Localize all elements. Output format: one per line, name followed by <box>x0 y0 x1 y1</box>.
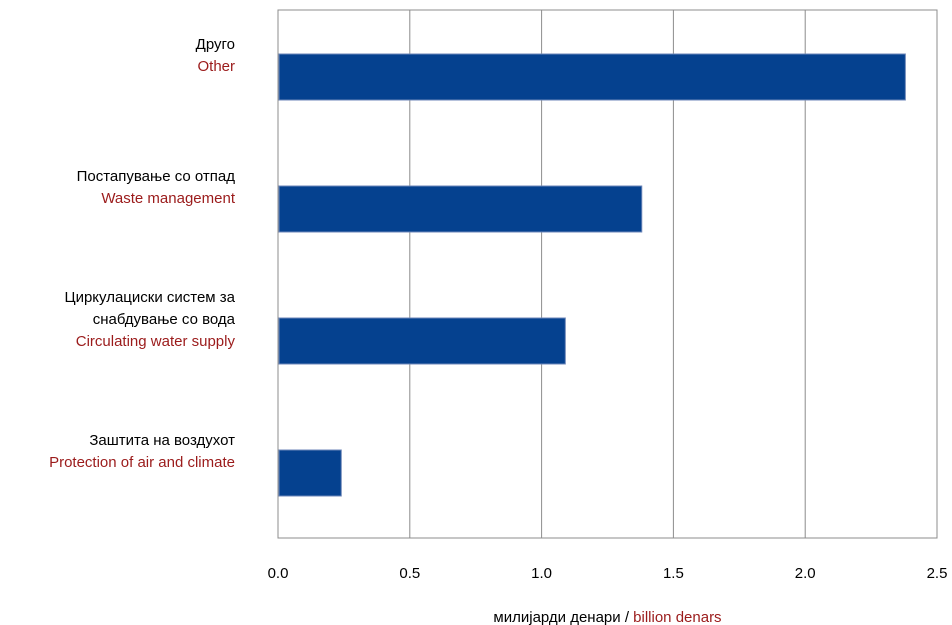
x-axis-label-mk: милијарди денари / <box>493 609 633 625</box>
category-label-mk: снабдување со вода <box>93 311 236 328</box>
x-tick-label: 0.0 <box>268 565 289 582</box>
x-tick-label: 0.5 <box>399 565 420 582</box>
x-tick-label: 1.5 <box>663 565 684 582</box>
bar <box>278 317 566 365</box>
category-label-en: Circulating water supply <box>76 333 236 350</box>
x-tick-label: 1.0 <box>531 565 552 582</box>
x-axis-label-en: billion denars <box>633 609 721 625</box>
category-label-mk: Заштита на воздухот <box>89 432 235 449</box>
x-tick-labels: 0.0 0.5 1.0 1.5 2.0 2.5 <box>268 565 948 582</box>
bar <box>278 185 643 233</box>
category-label-mk: Постапување со отпад <box>77 168 236 185</box>
x-tick-label: 2.5 <box>927 565 948 582</box>
category-labels: Друго Other Постапување со отпад Waste mana… <box>49 36 236 471</box>
x-tick-label: 2.0 <box>795 565 816 582</box>
category-label-en: Protection of air and climate <box>49 454 235 471</box>
category-label-mk: Циркулациски систем за <box>64 289 235 306</box>
category-label-mk: Друго <box>196 36 235 53</box>
plot-area-frame <box>277 9 938 539</box>
bars <box>278 53 906 497</box>
category-label-en: Other <box>197 58 235 75</box>
x-axis-label: милијарди денари / billion denars <box>493 609 721 625</box>
category-label-en: Waste management <box>101 190 236 207</box>
bar <box>278 449 342 497</box>
bar <box>278 53 906 101</box>
